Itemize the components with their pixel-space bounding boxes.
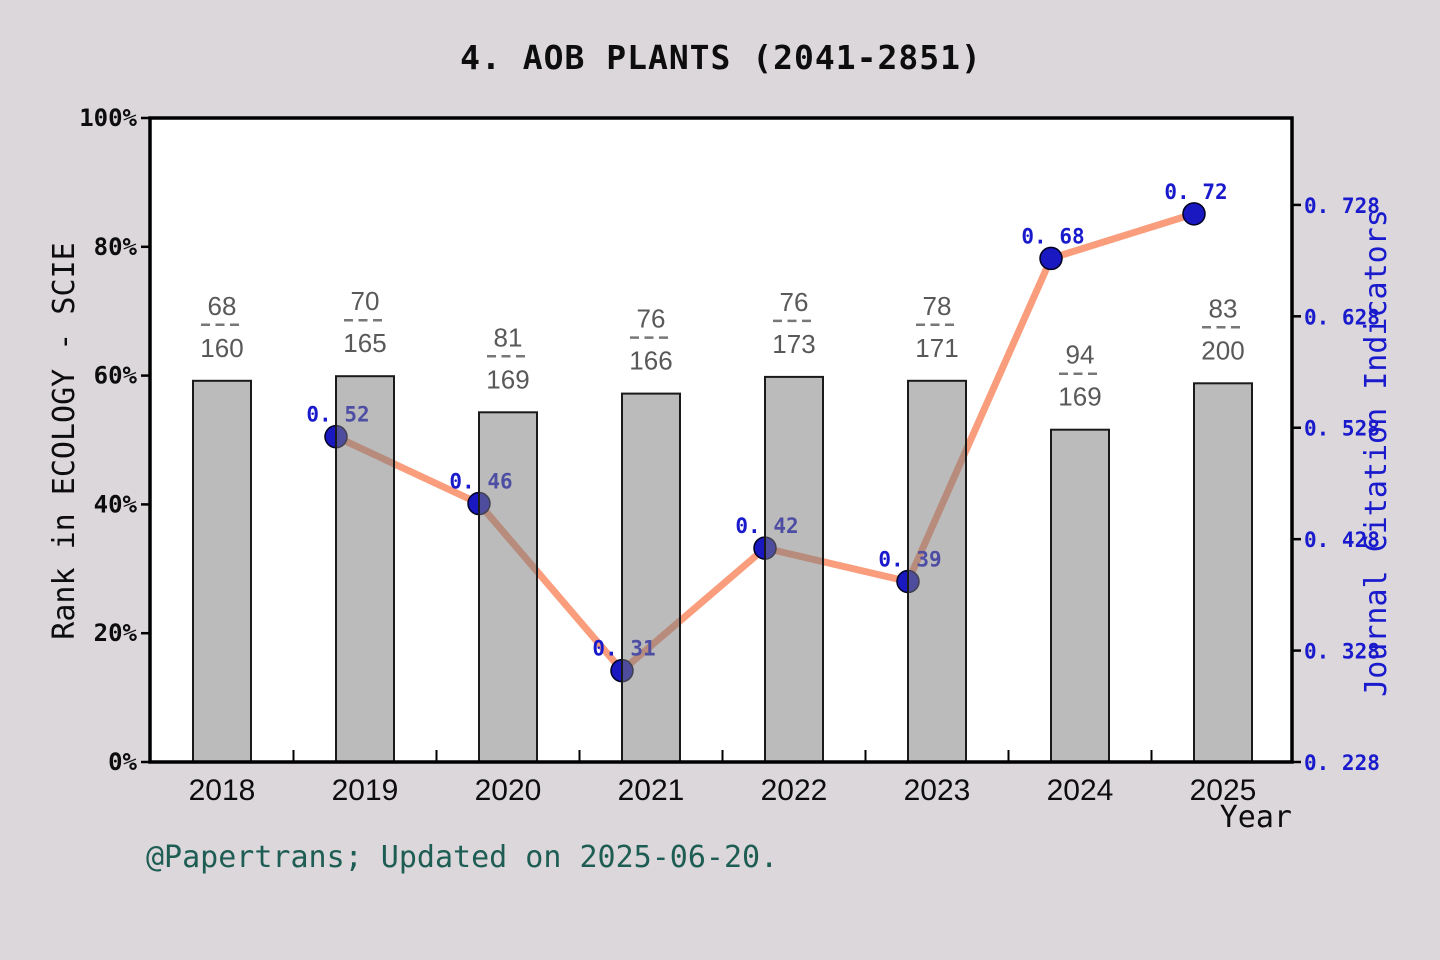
right-tick-label: 0. 428 (1304, 528, 1380, 552)
plot-area (150, 118, 1292, 762)
x-tick-label: 2018 (189, 774, 256, 807)
bar-label-numerator: 70 (351, 286, 380, 316)
x-tick-label: 2021 (618, 774, 685, 807)
right-axis-title: Journal Citation Indicators (1359, 209, 1394, 697)
bar-label-numerator: 68 (208, 291, 237, 321)
bar-label-denominator: 165 (343, 328, 386, 358)
bar-label-denominator: 173 (772, 329, 815, 359)
bar-label-denominator: 169 (1058, 382, 1101, 412)
bar-label-numerator: 94 (1066, 340, 1095, 370)
bar-label-denominator: 160 (200, 333, 243, 363)
left-tick-label: 20% (94, 619, 138, 647)
bar (764, 375, 824, 763)
bar (192, 379, 252, 763)
x-tick-label: 2025 (1190, 774, 1257, 807)
left-tick-label: 60% (94, 362, 138, 390)
x-tick-label: 2019 (332, 774, 399, 807)
x-tick-label: 2024 (1047, 774, 1114, 807)
bar (621, 392, 681, 763)
x-tick-label: 2023 (904, 774, 971, 807)
left-axis-title: Rank in ECOLOGY - SCIE (47, 242, 82, 640)
bar-label-numerator: 81 (494, 322, 523, 352)
bar-label-denominator: 169 (486, 364, 529, 394)
right-tick-label: 0. 628 (1304, 305, 1380, 329)
right-tick-label: 0. 328 (1304, 640, 1380, 664)
bar (1193, 382, 1253, 763)
bar (478, 411, 538, 763)
bar-label-numerator: 76 (780, 287, 809, 317)
x-tick-label: 2020 (475, 774, 542, 807)
x-tick-label: 2022 (761, 774, 828, 807)
bar (1050, 428, 1110, 763)
jci-point-label: 0. 72 (1164, 180, 1227, 204)
jci-marker (1182, 202, 1206, 226)
bar-label-denominator: 166 (629, 346, 672, 376)
plot-frame (148, 116, 1294, 764)
bar-label-numerator: 83 (1209, 293, 1238, 323)
x-axis-title: Year (1219, 800, 1292, 835)
left-tick-label: 0% (108, 748, 137, 776)
right-tick-label: 0. 728 (1304, 194, 1380, 218)
bar-label-denominator: 200 (1201, 335, 1244, 365)
bar-label-denominator: 171 (915, 333, 958, 363)
right-tick-label: 0. 228 (1304, 751, 1380, 775)
jci-marker (1039, 246, 1063, 271)
right-tick-label: 0. 528 (1304, 417, 1380, 441)
left-tick-label: 80% (94, 233, 138, 261)
bar (907, 379, 967, 763)
left-tick-label: 100% (79, 104, 137, 132)
bar (335, 375, 395, 763)
jci-point-label: 0. 68 (1021, 224, 1084, 248)
left-tick-label: 40% (94, 490, 138, 518)
footer-credit: @Papertrans; Updated on 2025-06-20. (146, 840, 779, 875)
bar-label-numerator: 76 (637, 304, 666, 334)
chart-title: 4. AOB PLANTS (2041-2851) (460, 38, 982, 77)
bar-label-numerator: 78 (923, 291, 952, 321)
